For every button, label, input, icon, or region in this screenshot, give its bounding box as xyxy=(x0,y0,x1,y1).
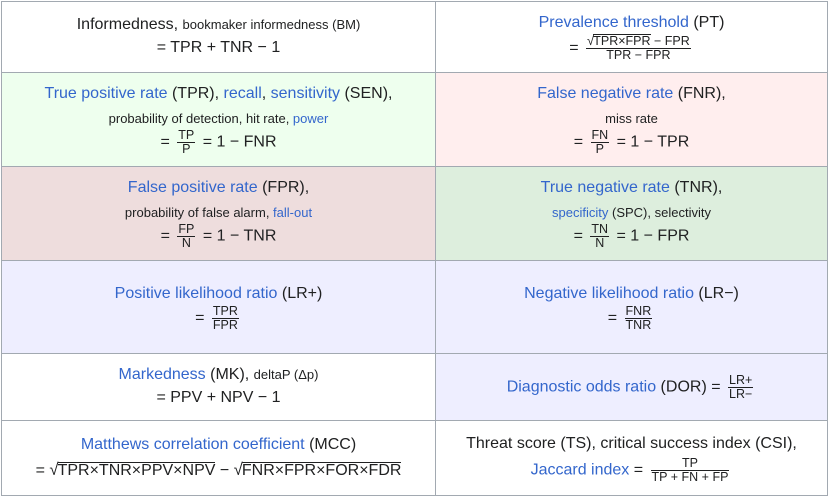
tpr-description: probability of detection, hit rate, xyxy=(108,111,293,126)
matthews-correlation-link[interactable]: Matthews correlation coefficient xyxy=(80,435,305,453)
cell-false-negative-rate: False negative rate (FNR), miss rate = F… xyxy=(435,72,828,167)
threat-score-title: Threat score (TS), critical success inde… xyxy=(466,434,797,452)
markedness-formula: = PPV + NPV − 1 xyxy=(156,389,281,406)
informedness-formula: = TPR + TNR − 1 xyxy=(156,39,281,56)
negative-likelihood-ratio-link[interactable]: Negative likelihood ratio xyxy=(524,284,694,302)
cell-true-positive-rate: True positive rate (TPR), recall, sensit… xyxy=(1,72,436,167)
fall-out-link[interactable]: fall-out xyxy=(273,205,313,220)
informedness-title: Informedness xyxy=(76,16,174,33)
fpr-fraction: FP N xyxy=(177,222,196,250)
markedness-link[interactable]: Markedness xyxy=(118,366,206,383)
sqrt-symbol: √TPR×TNR×PPV×NPV xyxy=(49,459,216,479)
cell-informedness: Informedness, bookmaker informedness (BM… xyxy=(1,1,436,73)
cell-positive-likelihood-ratio: Positive likelihood ratio (LR+) = TPR FPR xyxy=(1,260,436,354)
lr-plus-fraction: TPR FPR xyxy=(211,303,239,332)
sqrt-symbol: √FNR×FPR×FOR×FDR xyxy=(233,459,402,479)
cell-negative-likelihood-ratio: Negative likelihood ratio (LR−) = FNR TNR xyxy=(435,260,828,354)
prevalence-threshold-link[interactable]: Prevalence threshold xyxy=(538,13,689,31)
informedness-alias: bookmaker informedness (BM) xyxy=(182,17,361,32)
jaccard-fraction: TP TP + FN + FP xyxy=(650,455,730,484)
specificity-link[interactable]: specificity xyxy=(552,205,609,220)
false-positive-rate-link[interactable]: False positive rate xyxy=(127,179,258,196)
cell-markedness: Markedness (MK), deltaP (Δp) = PPV + NPV… xyxy=(1,353,436,421)
cell-true-negative-rate: True negative rate (TNR), specificity (S… xyxy=(435,166,828,261)
lr-minus-fraction: FNR TNR xyxy=(624,303,653,332)
true-positive-rate-link[interactable]: True positive rate xyxy=(44,85,168,102)
cell-diagnostic-odds-ratio: Diagnostic odds ratio (DOR) = LR+ LR− xyxy=(435,353,828,421)
dor-fraction: LR+ LR− xyxy=(728,372,754,401)
true-negative-rate-link[interactable]: True negative rate xyxy=(540,179,670,196)
fnr-description: miss rate xyxy=(605,111,658,126)
sensitivity-link[interactable]: sensitivity xyxy=(270,85,341,102)
jaccard-index-link[interactable]: Jaccard index xyxy=(530,461,630,479)
positive-likelihood-ratio-link[interactable]: Positive likelihood ratio xyxy=(114,284,278,302)
markedness-alias: deltaP (Δp) xyxy=(253,367,319,382)
diagnostic-odds-ratio-link[interactable]: Diagnostic odds ratio xyxy=(506,378,657,396)
power-link[interactable]: power xyxy=(292,111,329,126)
prevalence-threshold-fraction: √TPR×FPR − FPR TPR − FPR xyxy=(586,32,691,63)
cell-prevalence-threshold: Prevalence threshold (PT) = √TPR×FPR − F… xyxy=(435,1,828,73)
recall-link[interactable]: recall xyxy=(223,85,262,102)
tpr-fraction: TP P xyxy=(177,128,196,156)
fnr-fraction: FN P xyxy=(590,128,610,156)
cell-matthews-correlation: Matthews correlation coefficient (MCC) =… xyxy=(1,420,436,496)
cell-threat-score: Threat score (TS), critical success inde… xyxy=(435,420,828,496)
fpr-description: probability of false alarm, xyxy=(124,205,274,220)
tnr-fraction: TN N xyxy=(590,222,610,250)
cell-false-positive-rate: False positive rate (FPR), probability o… xyxy=(1,166,436,261)
sqrt-symbol: √TPR×FPR xyxy=(587,32,651,48)
false-negative-rate-link[interactable]: False negative rate xyxy=(537,85,674,102)
tnr-description: (SPC), selectivity xyxy=(608,205,711,220)
